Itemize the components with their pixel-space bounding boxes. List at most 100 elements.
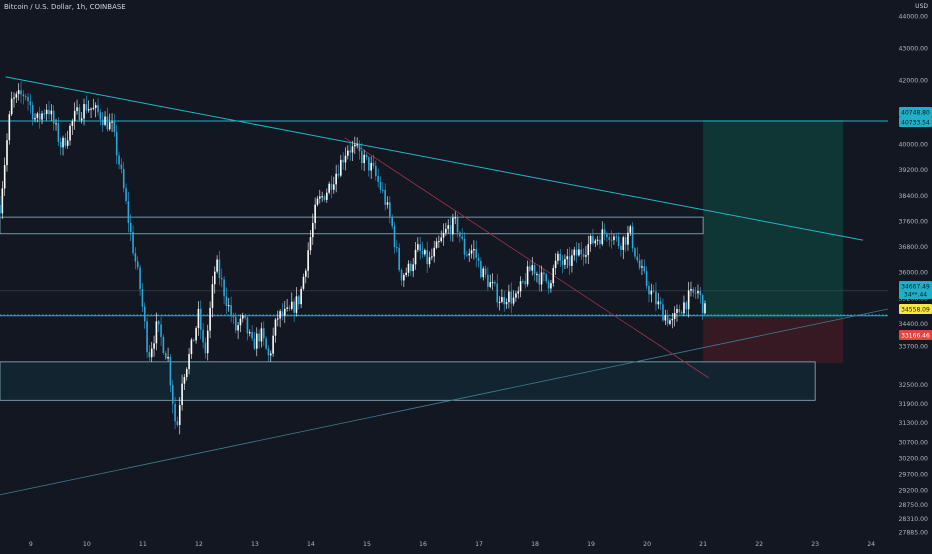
candle-body (276, 318, 279, 320)
candle-body (498, 301, 501, 303)
candle-body (1, 188, 4, 214)
y-tick-label: 36800.00 (898, 244, 928, 251)
candle-body (512, 297, 515, 304)
price-tag-bg (899, 107, 932, 117)
candle-body (449, 225, 452, 235)
candle-body (202, 329, 204, 343)
candle-body (480, 261, 482, 278)
candle-body (379, 181, 382, 190)
candle-body (393, 226, 396, 248)
price-tag-bg (899, 281, 932, 291)
x-tick-label: 15 (363, 541, 371, 548)
candle-body (666, 315, 669, 324)
candle-body (424, 250, 426, 255)
candle-body (680, 312, 683, 314)
candle-body (368, 157, 370, 171)
candle-body (643, 266, 646, 272)
red-descending (344, 137, 709, 379)
candle-body (148, 352, 151, 358)
candle-body (174, 403, 176, 422)
candle-body (634, 248, 636, 257)
candle-body (76, 107, 78, 112)
x-tick-label: 17 (475, 541, 483, 548)
candle-body (125, 188, 127, 202)
x-tick-label: 18 (531, 541, 539, 548)
candle-body (400, 269, 403, 281)
candle-body (267, 348, 270, 356)
candle-body (101, 119, 104, 125)
candle-body (701, 295, 704, 314)
candle-body (382, 189, 384, 191)
candle-body (27, 96, 29, 102)
candle-body (48, 109, 50, 115)
candle-body (178, 405, 181, 425)
candle-body (356, 144, 358, 146)
price-tag-label: 34558.09 (901, 306, 930, 313)
symbol-legend[interactable]: Bitcoin / U.S. Dollar, 1h, COINBASE (4, 3, 126, 11)
candle-body (204, 342, 207, 354)
candle-body (283, 308, 286, 316)
candle-body (396, 247, 398, 249)
candle-body (99, 112, 102, 120)
y-tick-label: 43000.00 (898, 46, 928, 53)
candle-body (559, 253, 562, 261)
candle-body (36, 113, 39, 118)
candle-body (438, 241, 440, 243)
candle-body (543, 272, 545, 275)
candle-body (629, 226, 632, 233)
candle-body (274, 319, 277, 336)
candle-body (326, 192, 328, 200)
candle-body (146, 321, 148, 353)
candle-body (20, 90, 22, 95)
candle-body (361, 151, 363, 164)
candle-body (43, 113, 46, 115)
candle-body (610, 239, 613, 241)
candle-body (470, 250, 473, 254)
candle-body (608, 237, 611, 240)
y-tick-label: 27885.00 (898, 530, 928, 537)
price-tag-label: 34667.49 (901, 283, 930, 290)
candle-body (150, 348, 153, 358)
candle-body (206, 330, 209, 354)
candle-body (85, 104, 88, 111)
zones-layer (0, 120, 844, 401)
candle-body (501, 297, 503, 302)
candle-body (272, 335, 274, 354)
candle-body (699, 291, 702, 296)
candle-body (97, 105, 99, 113)
candle-body (508, 291, 510, 303)
candle-body (127, 201, 130, 223)
candle-body (45, 109, 48, 114)
candle-body (377, 176, 379, 182)
candle-body (232, 316, 235, 318)
price-tag-bg (899, 289, 932, 299)
candle-body (80, 118, 83, 121)
candle-body (31, 105, 34, 120)
candle-body (34, 117, 36, 120)
candle-body (412, 264, 414, 272)
candle-body (286, 307, 288, 309)
candle-body (13, 97, 15, 99)
candle-body (302, 276, 305, 289)
candle-body (622, 237, 625, 250)
candle-body (627, 232, 629, 245)
x-tick-label: 10 (83, 541, 91, 548)
candle-body (136, 261, 139, 268)
candle-body (580, 249, 583, 255)
candle-body (468, 253, 471, 256)
candle-body (52, 110, 55, 124)
price-tag-label: 33166.46 (901, 332, 930, 339)
candle-body (246, 317, 249, 334)
lower-support-box (0, 361, 816, 401)
y-tick-label: 28750.00 (898, 502, 928, 509)
y-tick-label: 29700.00 (898, 471, 928, 478)
candle-body (431, 256, 433, 258)
x-tick-label: 20 (643, 541, 651, 548)
candle-body (370, 162, 372, 171)
candle-body (454, 217, 457, 219)
candle-body (624, 237, 627, 245)
currency-label[interactable]: USD (915, 3, 928, 10)
candle-body (244, 315, 246, 318)
